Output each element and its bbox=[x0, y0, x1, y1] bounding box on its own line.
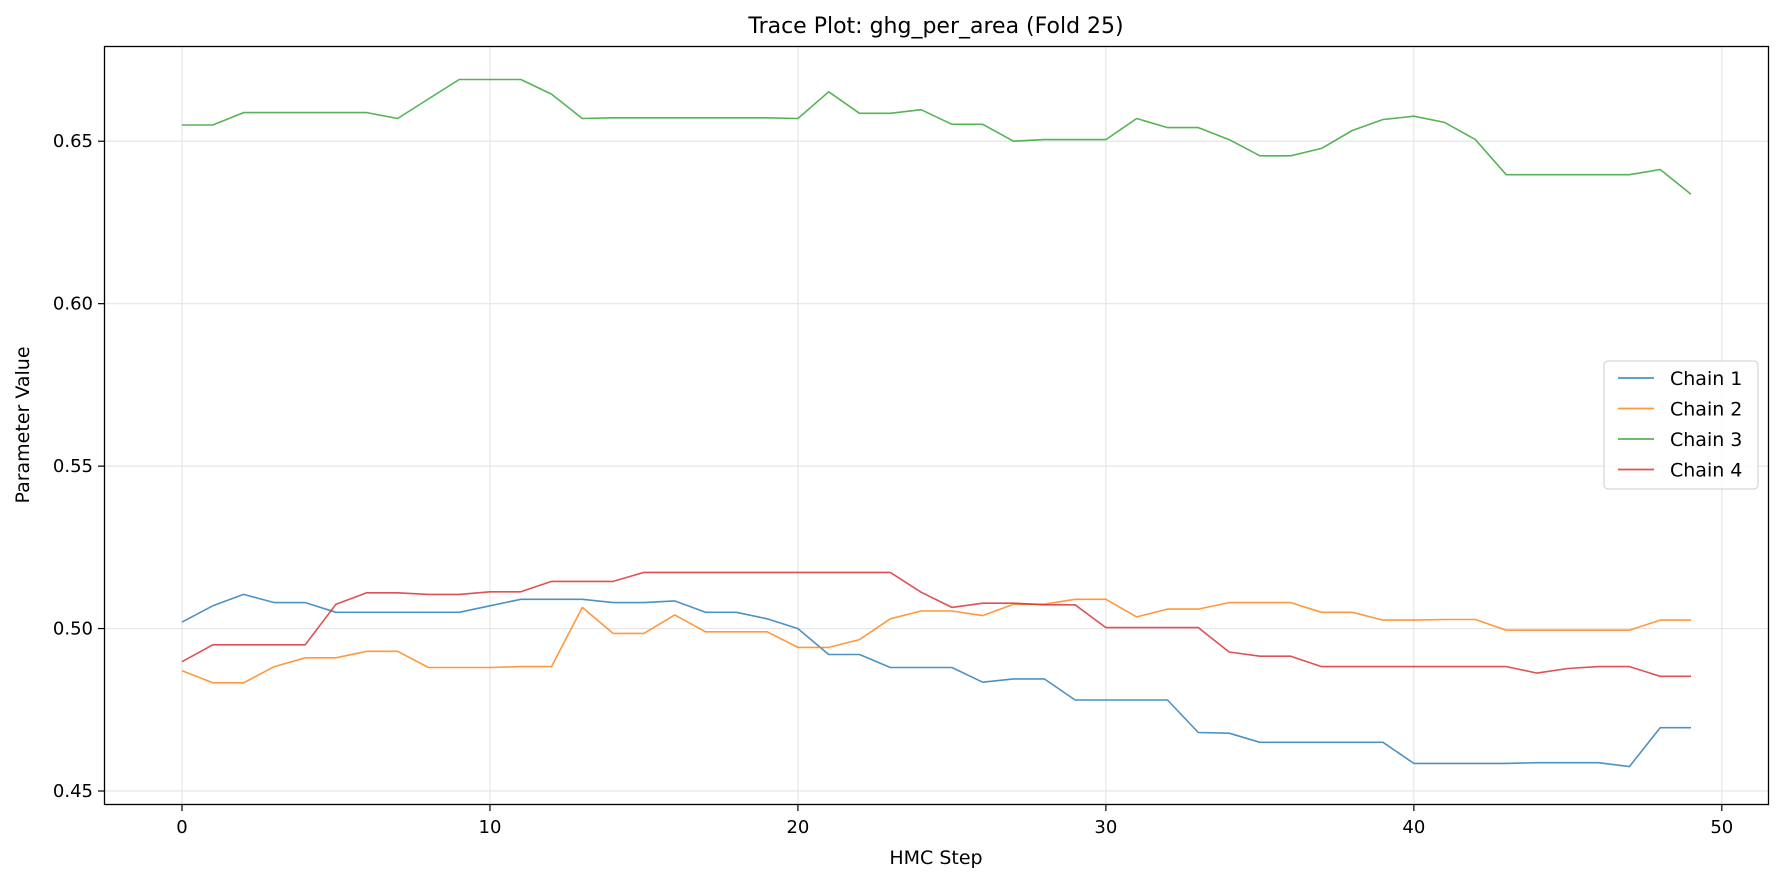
series-layer bbox=[181, 78, 1692, 768]
y-tick-label: 0.60 bbox=[53, 294, 93, 315]
series-line-chain-3 bbox=[182, 78, 1692, 195]
x-tick-label: 10 bbox=[479, 817, 502, 838]
y-axis: 0.45 0.50 0.55 0.60 0.65 bbox=[53, 131, 105, 802]
legend-box bbox=[1603, 360, 1759, 490]
x-tick-label: 30 bbox=[1094, 817, 1117, 838]
x-tick-label: 20 bbox=[786, 817, 809, 838]
y-tick-label: 0.50 bbox=[53, 619, 93, 640]
plot-frame bbox=[103, 45, 1770, 806]
y-axis-label: Parameter Value bbox=[12, 346, 34, 503]
y-tick-label: 0.45 bbox=[53, 781, 93, 802]
y-tick-label: 0.65 bbox=[53, 131, 93, 152]
series-line-chain-1 bbox=[181, 593, 1691, 768]
series-line-chain-4 bbox=[181, 571, 1691, 678]
x-axis: 0 10 20 30 40 50 bbox=[176, 804, 1733, 838]
legend-label-chain-3: Chain 3 bbox=[1670, 429, 1742, 451]
chart-title: Trace Plot: ghg_per_area (Fold 25) bbox=[747, 14, 1123, 39]
legend-label-chain-1: Chain 1 bbox=[1670, 368, 1742, 390]
legend-label-chain-4: Chain 4 bbox=[1670, 460, 1742, 482]
x-tick-label: 50 bbox=[1710, 817, 1733, 838]
legend: Chain 1 Chain 2 Chain 3 Chain 4 bbox=[1603, 360, 1759, 490]
series-line-chain-2 bbox=[181, 598, 1691, 684]
y-tick-label: 0.55 bbox=[53, 456, 93, 477]
x-tick-label: 0 bbox=[176, 817, 187, 838]
x-axis-label: HMC Step bbox=[889, 847, 982, 869]
legend-label-chain-2: Chain 2 bbox=[1670, 399, 1742, 421]
x-tick-label: 40 bbox=[1402, 817, 1425, 838]
